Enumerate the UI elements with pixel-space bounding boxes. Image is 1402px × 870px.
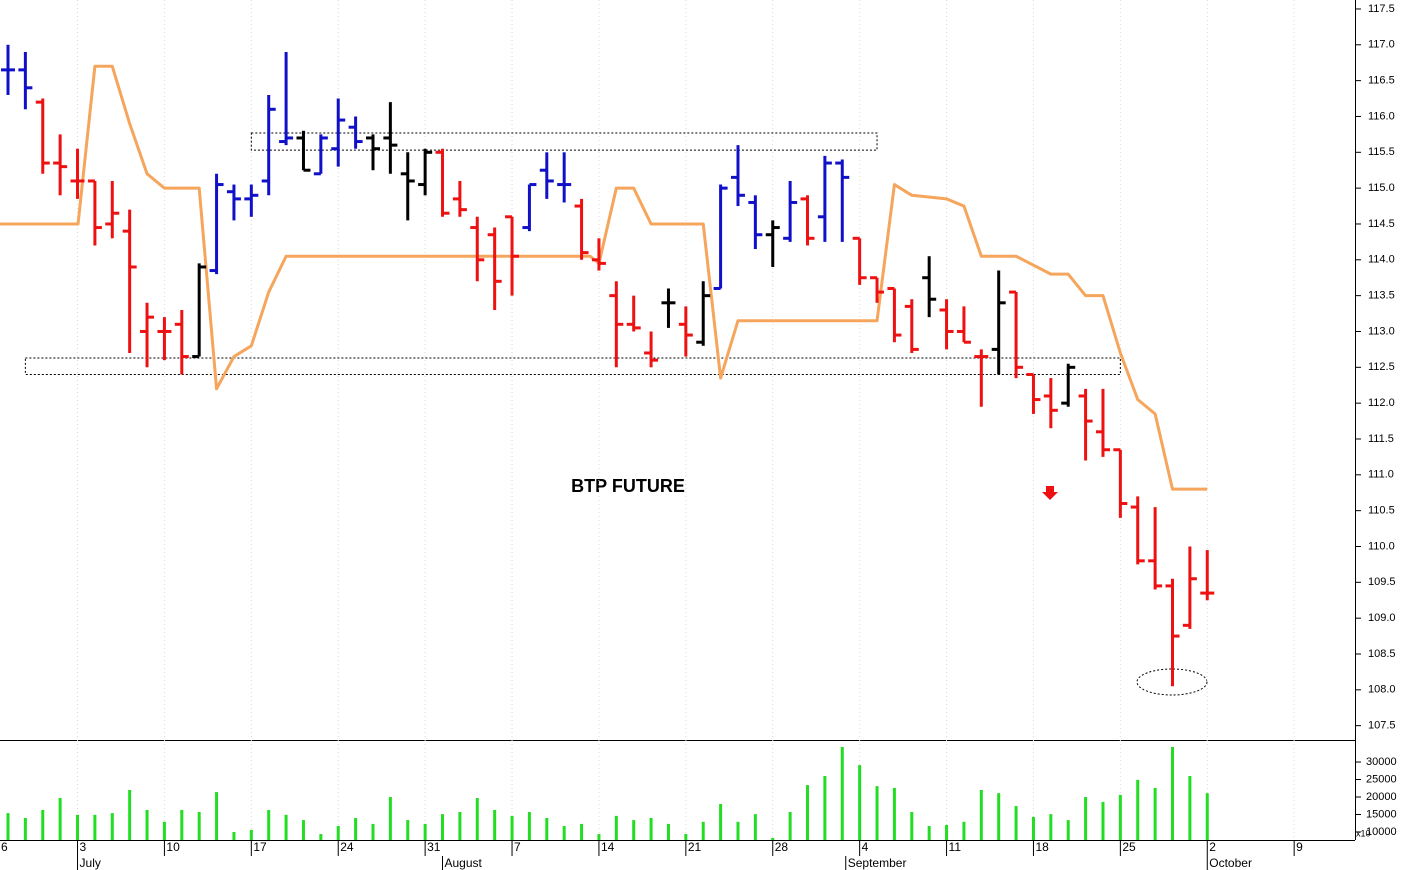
x-tick-label: 17 — [253, 840, 267, 854]
x-tick-label: 28 — [775, 840, 789, 854]
volume-tick-label: 10000 — [1366, 826, 1397, 838]
volume-tick-label: 15000 — [1366, 808, 1397, 820]
x-tick-label: 9 — [1296, 840, 1303, 854]
y-tick-label: 114.0 — [1368, 254, 1395, 266]
price-plot — [0, 44, 1215, 687]
x-tick-label: 14 — [601, 840, 615, 854]
y-tick-label: 114.5 — [1368, 218, 1395, 230]
x-tick-label: 21 — [688, 840, 702, 854]
y-tick-label: 108.0 — [1368, 684, 1396, 696]
month-label: September — [848, 856, 907, 870]
x-tick-label: 4 — [862, 840, 869, 854]
month-label: October — [1209, 856, 1252, 870]
x-tick-label: 31 — [427, 840, 441, 854]
y-tick-label: 110.5 — [1368, 505, 1395, 517]
y-tick-label: 113.5 — [1368, 290, 1395, 302]
y-tick-label: 115.0 — [1368, 182, 1395, 194]
y-tick-label: 109.0 — [1368, 612, 1396, 624]
month-label: July — [80, 856, 101, 870]
y-tick-label: 117.0 — [1368, 39, 1395, 51]
y-tick-label: 112.5 — [1368, 361, 1395, 373]
x-tick-label: 18 — [1035, 840, 1049, 854]
y-tick-label: 117.5 — [1368, 3, 1395, 15]
down-arrow — [1042, 486, 1058, 500]
volume-tick-label: 20000 — [1366, 791, 1397, 803]
resistance-zone — [250, 132, 878, 151]
stop-line — [0, 64, 1208, 491]
x-tick-label: 25 — [1122, 840, 1136, 854]
x-tick-label: 11 — [949, 840, 962, 854]
x-tick-label: 7 — [514, 840, 521, 854]
y-tick-label: 108.5 — [1368, 648, 1396, 660]
volume-tick-label: 30000 — [1366, 756, 1397, 768]
low-marker — [1136, 668, 1208, 696]
x-tick-label: 3 — [80, 840, 87, 854]
y-tick-label: 113.0 — [1368, 325, 1395, 337]
y-tick-label: 110.0 — [1368, 540, 1395, 552]
volume-tick-label: 25000 — [1366, 773, 1397, 785]
resistance-zone — [24, 357, 1121, 375]
x-tick-label: 2 — [1209, 840, 1216, 854]
x-tick-label: 24 — [340, 840, 354, 854]
y-tick-label: 115.5 — [1368, 146, 1395, 158]
chart-title: BTP FUTURE — [571, 476, 685, 496]
x-tick-label: 10 — [166, 840, 180, 854]
y-tick-label: 109.5 — [1368, 576, 1396, 588]
y-tick-label: 116.0 — [1368, 110, 1395, 122]
y-tick-label: 112.0 — [1368, 397, 1395, 409]
y-tick-label: 111.0 — [1368, 469, 1394, 481]
y-tick-label: 116.5 — [1368, 75, 1395, 87]
x-tick-label: 6 — [1, 840, 8, 854]
y-tick-label: 107.5 — [1368, 720, 1396, 732]
volume-unit: x10 — [1356, 828, 1371, 838]
month-label: August — [445, 856, 483, 870]
y-tick-label: 111.5 — [1368, 433, 1394, 445]
